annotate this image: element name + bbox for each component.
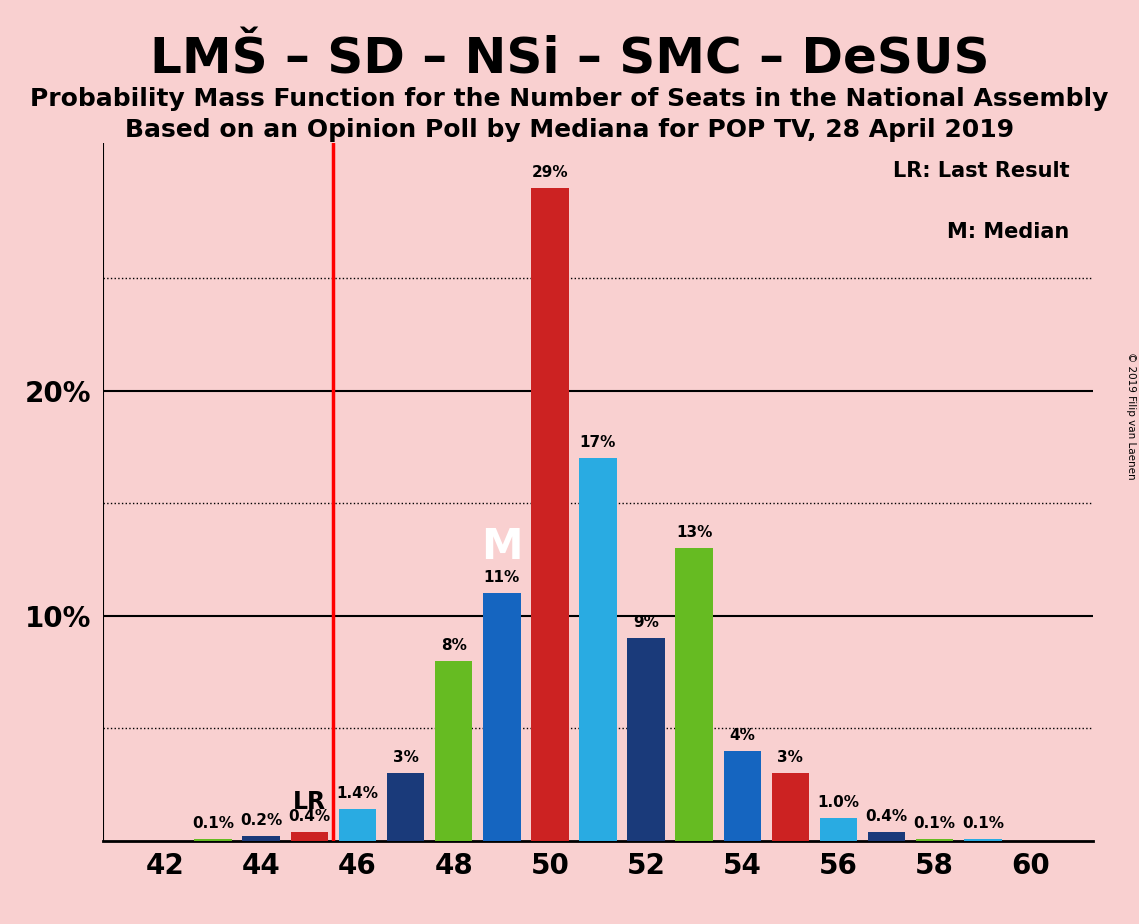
Text: 13%: 13%: [675, 526, 712, 541]
Text: 29%: 29%: [532, 165, 568, 180]
Bar: [580, 458, 616, 841]
Text: 17%: 17%: [580, 435, 616, 450]
Text: 4%: 4%: [729, 728, 755, 743]
Bar: [338, 809, 376, 841]
Bar: [435, 661, 473, 841]
Bar: [771, 773, 809, 841]
Text: 0.1%: 0.1%: [961, 816, 1003, 831]
Bar: [387, 773, 425, 841]
Text: 0.4%: 0.4%: [866, 809, 908, 824]
Bar: [195, 839, 232, 841]
Text: LR: LR: [293, 790, 326, 814]
Bar: [290, 832, 328, 841]
Text: 0.1%: 0.1%: [192, 816, 235, 831]
Text: 1.0%: 1.0%: [818, 796, 860, 810]
Text: M: M: [481, 526, 523, 568]
Text: LMŠ – SD – NSi – SMC – DeSUS: LMŠ – SD – NSi – SMC – DeSUS: [149, 35, 990, 83]
Text: 8%: 8%: [441, 638, 467, 653]
Text: 9%: 9%: [633, 615, 659, 630]
Bar: [675, 548, 713, 841]
Bar: [628, 638, 665, 841]
Text: LR: Last Result: LR: Last Result: [893, 161, 1070, 181]
Text: M: Median: M: Median: [948, 222, 1070, 242]
Text: 3%: 3%: [393, 750, 418, 765]
Text: 0.1%: 0.1%: [913, 816, 956, 831]
Bar: [964, 839, 1001, 841]
Text: 0.4%: 0.4%: [288, 809, 330, 824]
Text: 1.4%: 1.4%: [336, 786, 378, 801]
Text: © 2019 Filip van Laenen: © 2019 Filip van Laenen: [1126, 352, 1136, 480]
Bar: [868, 832, 906, 841]
Text: 11%: 11%: [484, 570, 519, 586]
Bar: [916, 839, 953, 841]
Text: Based on an Opinion Poll by Mediana for POP TV, 28 April 2019: Based on an Opinion Poll by Mediana for …: [125, 118, 1014, 142]
Text: 3%: 3%: [778, 750, 803, 765]
Bar: [531, 188, 568, 841]
Bar: [483, 593, 521, 841]
Bar: [723, 751, 761, 841]
Text: Probability Mass Function for the Number of Seats in the National Assembly: Probability Mass Function for the Number…: [31, 87, 1108, 111]
Bar: [820, 819, 858, 841]
Text: 0.2%: 0.2%: [240, 813, 282, 829]
Bar: [243, 836, 280, 841]
